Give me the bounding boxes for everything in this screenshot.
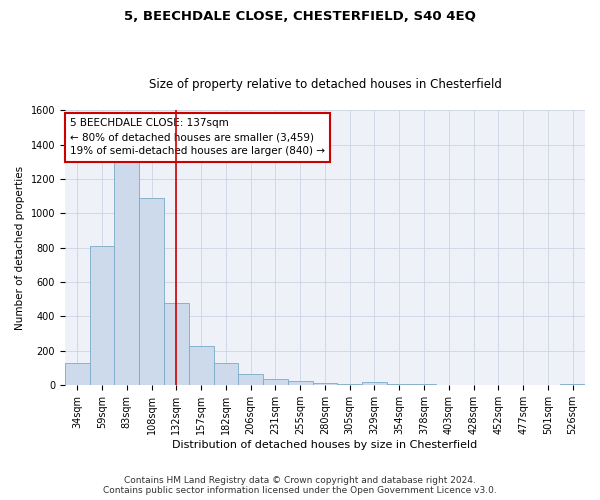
Bar — [139, 198, 164, 385]
Bar — [288, 382, 313, 385]
Bar — [560, 384, 585, 385]
Bar — [263, 378, 288, 385]
Bar — [214, 363, 238, 385]
Text: 5 BEECHDALE CLOSE: 137sqm
← 80% of detached houses are smaller (3,459)
19% of se: 5 BEECHDALE CLOSE: 137sqm ← 80% of detac… — [70, 118, 325, 156]
Bar — [412, 384, 436, 385]
Text: Contains HM Land Registry data © Crown copyright and database right 2024.
Contai: Contains HM Land Registry data © Crown c… — [103, 476, 497, 495]
Bar — [238, 374, 263, 385]
Text: 5, BEECHDALE CLOSE, CHESTERFIELD, S40 4EQ: 5, BEECHDALE CLOSE, CHESTERFIELD, S40 4E… — [124, 10, 476, 23]
X-axis label: Distribution of detached houses by size in Chesterfield: Distribution of detached houses by size … — [172, 440, 478, 450]
Bar — [164, 302, 189, 385]
Bar — [313, 383, 337, 385]
Y-axis label: Number of detached properties: Number of detached properties — [15, 166, 25, 330]
Bar — [65, 363, 89, 385]
Bar — [387, 384, 412, 385]
Bar — [189, 346, 214, 385]
Bar — [89, 246, 115, 385]
Bar — [337, 384, 362, 385]
Bar — [362, 382, 387, 385]
Bar — [115, 162, 139, 385]
Title: Size of property relative to detached houses in Chesterfield: Size of property relative to detached ho… — [149, 78, 502, 91]
